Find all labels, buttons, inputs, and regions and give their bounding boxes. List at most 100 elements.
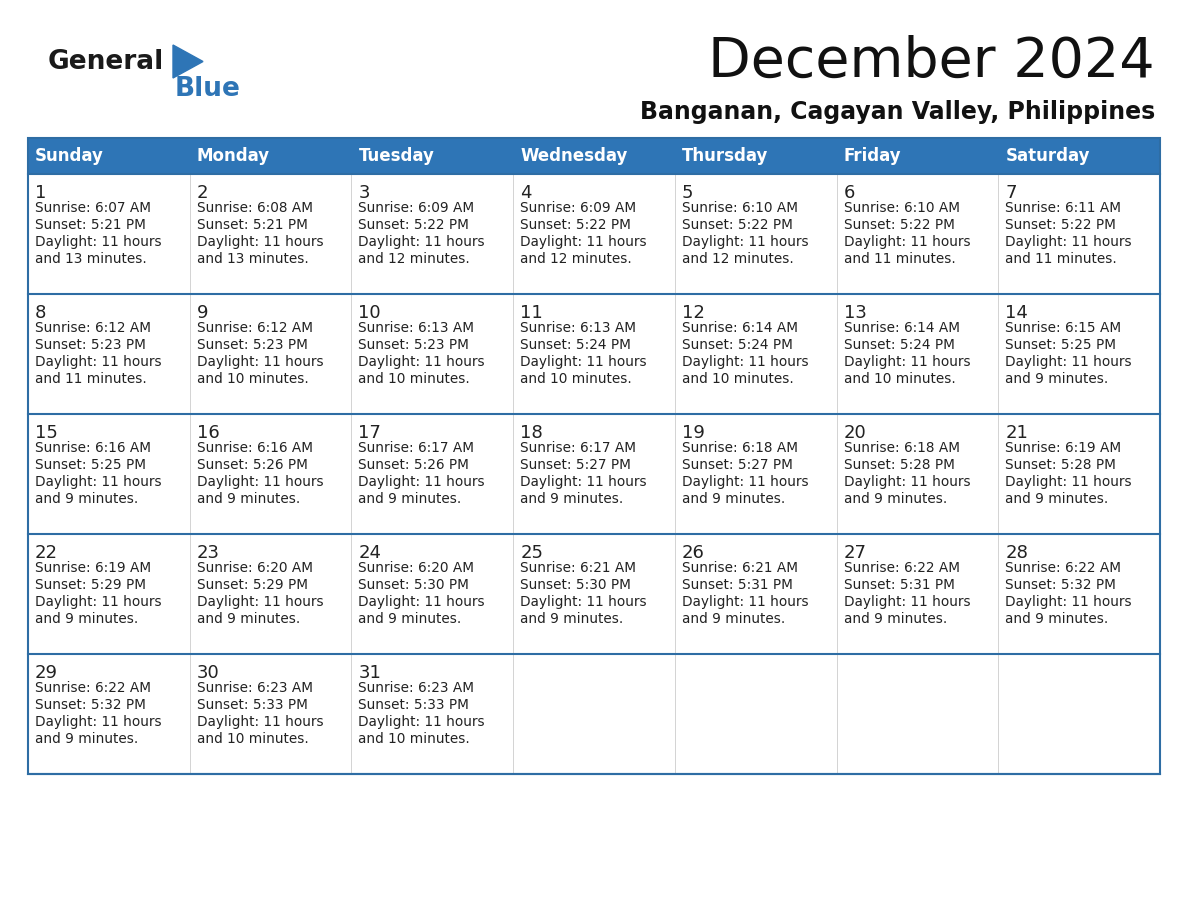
Text: Sunset: 5:29 PM: Sunset: 5:29 PM	[34, 578, 146, 592]
Text: Sunset: 5:32 PM: Sunset: 5:32 PM	[1005, 578, 1117, 592]
Text: Daylight: 11 hours: Daylight: 11 hours	[197, 595, 323, 609]
Text: Sunrise: 6:17 AM: Sunrise: 6:17 AM	[520, 441, 636, 455]
Text: Sunset: 5:28 PM: Sunset: 5:28 PM	[1005, 458, 1117, 472]
Text: Daylight: 11 hours: Daylight: 11 hours	[843, 475, 971, 489]
Text: Sunrise: 6:16 AM: Sunrise: 6:16 AM	[34, 441, 151, 455]
Text: Sunset: 5:21 PM: Sunset: 5:21 PM	[34, 218, 146, 232]
Text: Daylight: 11 hours: Daylight: 11 hours	[34, 475, 162, 489]
Text: 10: 10	[359, 304, 381, 322]
Text: Banganan, Cagayan Valley, Philippines: Banganan, Cagayan Valley, Philippines	[640, 100, 1155, 124]
Text: Sunset: 5:26 PM: Sunset: 5:26 PM	[197, 458, 308, 472]
Text: Sunset: 5:31 PM: Sunset: 5:31 PM	[843, 578, 954, 592]
Text: and 9 minutes.: and 9 minutes.	[34, 612, 138, 626]
Text: Sunset: 5:22 PM: Sunset: 5:22 PM	[682, 218, 792, 232]
Text: Sunrise: 6:19 AM: Sunrise: 6:19 AM	[1005, 441, 1121, 455]
Text: General: General	[48, 49, 164, 75]
Text: Daylight: 11 hours: Daylight: 11 hours	[682, 235, 809, 249]
Text: and 9 minutes.: and 9 minutes.	[359, 492, 462, 506]
Text: Sunrise: 6:21 AM: Sunrise: 6:21 AM	[682, 561, 798, 575]
Text: 7: 7	[1005, 184, 1017, 202]
Text: 4: 4	[520, 184, 532, 202]
Text: 23: 23	[197, 544, 220, 562]
Text: 8: 8	[34, 304, 46, 322]
Text: Sunrise: 6:22 AM: Sunrise: 6:22 AM	[843, 561, 960, 575]
Text: Sunrise: 6:09 AM: Sunrise: 6:09 AM	[520, 201, 637, 215]
Text: and 9 minutes.: and 9 minutes.	[197, 492, 299, 506]
Text: Sunrise: 6:12 AM: Sunrise: 6:12 AM	[34, 321, 151, 335]
Text: Sunset: 5:25 PM: Sunset: 5:25 PM	[34, 458, 146, 472]
Text: 19: 19	[682, 424, 704, 442]
Text: Sunrise: 6:09 AM: Sunrise: 6:09 AM	[359, 201, 474, 215]
Text: Daylight: 11 hours: Daylight: 11 hours	[520, 235, 646, 249]
Text: Sunset: 5:24 PM: Sunset: 5:24 PM	[682, 338, 792, 352]
Text: Daylight: 11 hours: Daylight: 11 hours	[682, 475, 809, 489]
Text: Blue: Blue	[175, 76, 241, 102]
Text: and 11 minutes.: and 11 minutes.	[34, 372, 147, 386]
Text: Sunset: 5:21 PM: Sunset: 5:21 PM	[197, 218, 308, 232]
Text: 14: 14	[1005, 304, 1028, 322]
Text: 20: 20	[843, 424, 866, 442]
Text: Daylight: 11 hours: Daylight: 11 hours	[843, 355, 971, 369]
Text: Sunrise: 6:17 AM: Sunrise: 6:17 AM	[359, 441, 474, 455]
Text: and 11 minutes.: and 11 minutes.	[1005, 252, 1117, 266]
Text: and 10 minutes.: and 10 minutes.	[843, 372, 955, 386]
Text: 13: 13	[843, 304, 866, 322]
Bar	[29, 138, 1159, 174]
Text: 16: 16	[197, 424, 220, 442]
Text: Sunrise: 6:20 AM: Sunrise: 6:20 AM	[359, 561, 474, 575]
Text: Daylight: 11 hours: Daylight: 11 hours	[520, 595, 646, 609]
Text: Daylight: 11 hours: Daylight: 11 hours	[197, 475, 323, 489]
Text: Sunrise: 6:18 AM: Sunrise: 6:18 AM	[843, 441, 960, 455]
Text: Sunrise: 6:10 AM: Sunrise: 6:10 AM	[843, 201, 960, 215]
Text: Sunset: 5:31 PM: Sunset: 5:31 PM	[682, 578, 792, 592]
Text: 6: 6	[843, 184, 855, 202]
Text: Daylight: 11 hours: Daylight: 11 hours	[843, 595, 971, 609]
Text: 30: 30	[197, 664, 220, 682]
Text: 15: 15	[34, 424, 58, 442]
Text: Daylight: 11 hours: Daylight: 11 hours	[359, 595, 485, 609]
Text: Saturday: Saturday	[1005, 147, 1089, 165]
Text: Sunset: 5:27 PM: Sunset: 5:27 PM	[682, 458, 792, 472]
Text: Tuesday: Tuesday	[359, 147, 435, 165]
Text: and 13 minutes.: and 13 minutes.	[34, 252, 147, 266]
Text: 2: 2	[197, 184, 208, 202]
Text: Sunset: 5:24 PM: Sunset: 5:24 PM	[520, 338, 631, 352]
Text: Sunrise: 6:18 AM: Sunrise: 6:18 AM	[682, 441, 798, 455]
Text: and 9 minutes.: and 9 minutes.	[34, 492, 138, 506]
Text: 11: 11	[520, 304, 543, 322]
Text: and 11 minutes.: and 11 minutes.	[843, 252, 955, 266]
Text: Sunset: 5:22 PM: Sunset: 5:22 PM	[359, 218, 469, 232]
Text: Sunset: 5:28 PM: Sunset: 5:28 PM	[843, 458, 954, 472]
Text: Sunset: 5:23 PM: Sunset: 5:23 PM	[34, 338, 146, 352]
Text: Sunrise: 6:19 AM: Sunrise: 6:19 AM	[34, 561, 151, 575]
Text: Sunset: 5:22 PM: Sunset: 5:22 PM	[1005, 218, 1117, 232]
Text: Daylight: 11 hours: Daylight: 11 hours	[1005, 475, 1132, 489]
Text: Sunrise: 6:14 AM: Sunrise: 6:14 AM	[682, 321, 798, 335]
Text: Sunrise: 6:23 AM: Sunrise: 6:23 AM	[197, 681, 312, 695]
Text: Sunset: 5:30 PM: Sunset: 5:30 PM	[520, 578, 631, 592]
Text: and 9 minutes.: and 9 minutes.	[520, 492, 624, 506]
Text: Sunrise: 6:13 AM: Sunrise: 6:13 AM	[520, 321, 636, 335]
Text: and 12 minutes.: and 12 minutes.	[520, 252, 632, 266]
Text: 3: 3	[359, 184, 369, 202]
Text: 26: 26	[682, 544, 704, 562]
Text: 1: 1	[34, 184, 46, 202]
Text: Daylight: 11 hours: Daylight: 11 hours	[359, 355, 485, 369]
Text: Daylight: 11 hours: Daylight: 11 hours	[843, 235, 971, 249]
Text: Sunset: 5:29 PM: Sunset: 5:29 PM	[197, 578, 308, 592]
Text: and 10 minutes.: and 10 minutes.	[520, 372, 632, 386]
Text: 25: 25	[520, 544, 543, 562]
Text: Sunset: 5:32 PM: Sunset: 5:32 PM	[34, 698, 146, 712]
Bar	[29, 174, 1159, 774]
Text: 29: 29	[34, 664, 58, 682]
Text: Sunset: 5:27 PM: Sunset: 5:27 PM	[520, 458, 631, 472]
Text: 28: 28	[1005, 544, 1028, 562]
Text: Sunset: 5:23 PM: Sunset: 5:23 PM	[197, 338, 308, 352]
Text: and 9 minutes.: and 9 minutes.	[682, 612, 785, 626]
Text: Monday: Monday	[197, 147, 270, 165]
Text: and 9 minutes.: and 9 minutes.	[682, 492, 785, 506]
Text: Daylight: 11 hours: Daylight: 11 hours	[197, 355, 323, 369]
Text: Daylight: 11 hours: Daylight: 11 hours	[359, 235, 485, 249]
Text: and 12 minutes.: and 12 minutes.	[359, 252, 470, 266]
Text: and 9 minutes.: and 9 minutes.	[520, 612, 624, 626]
